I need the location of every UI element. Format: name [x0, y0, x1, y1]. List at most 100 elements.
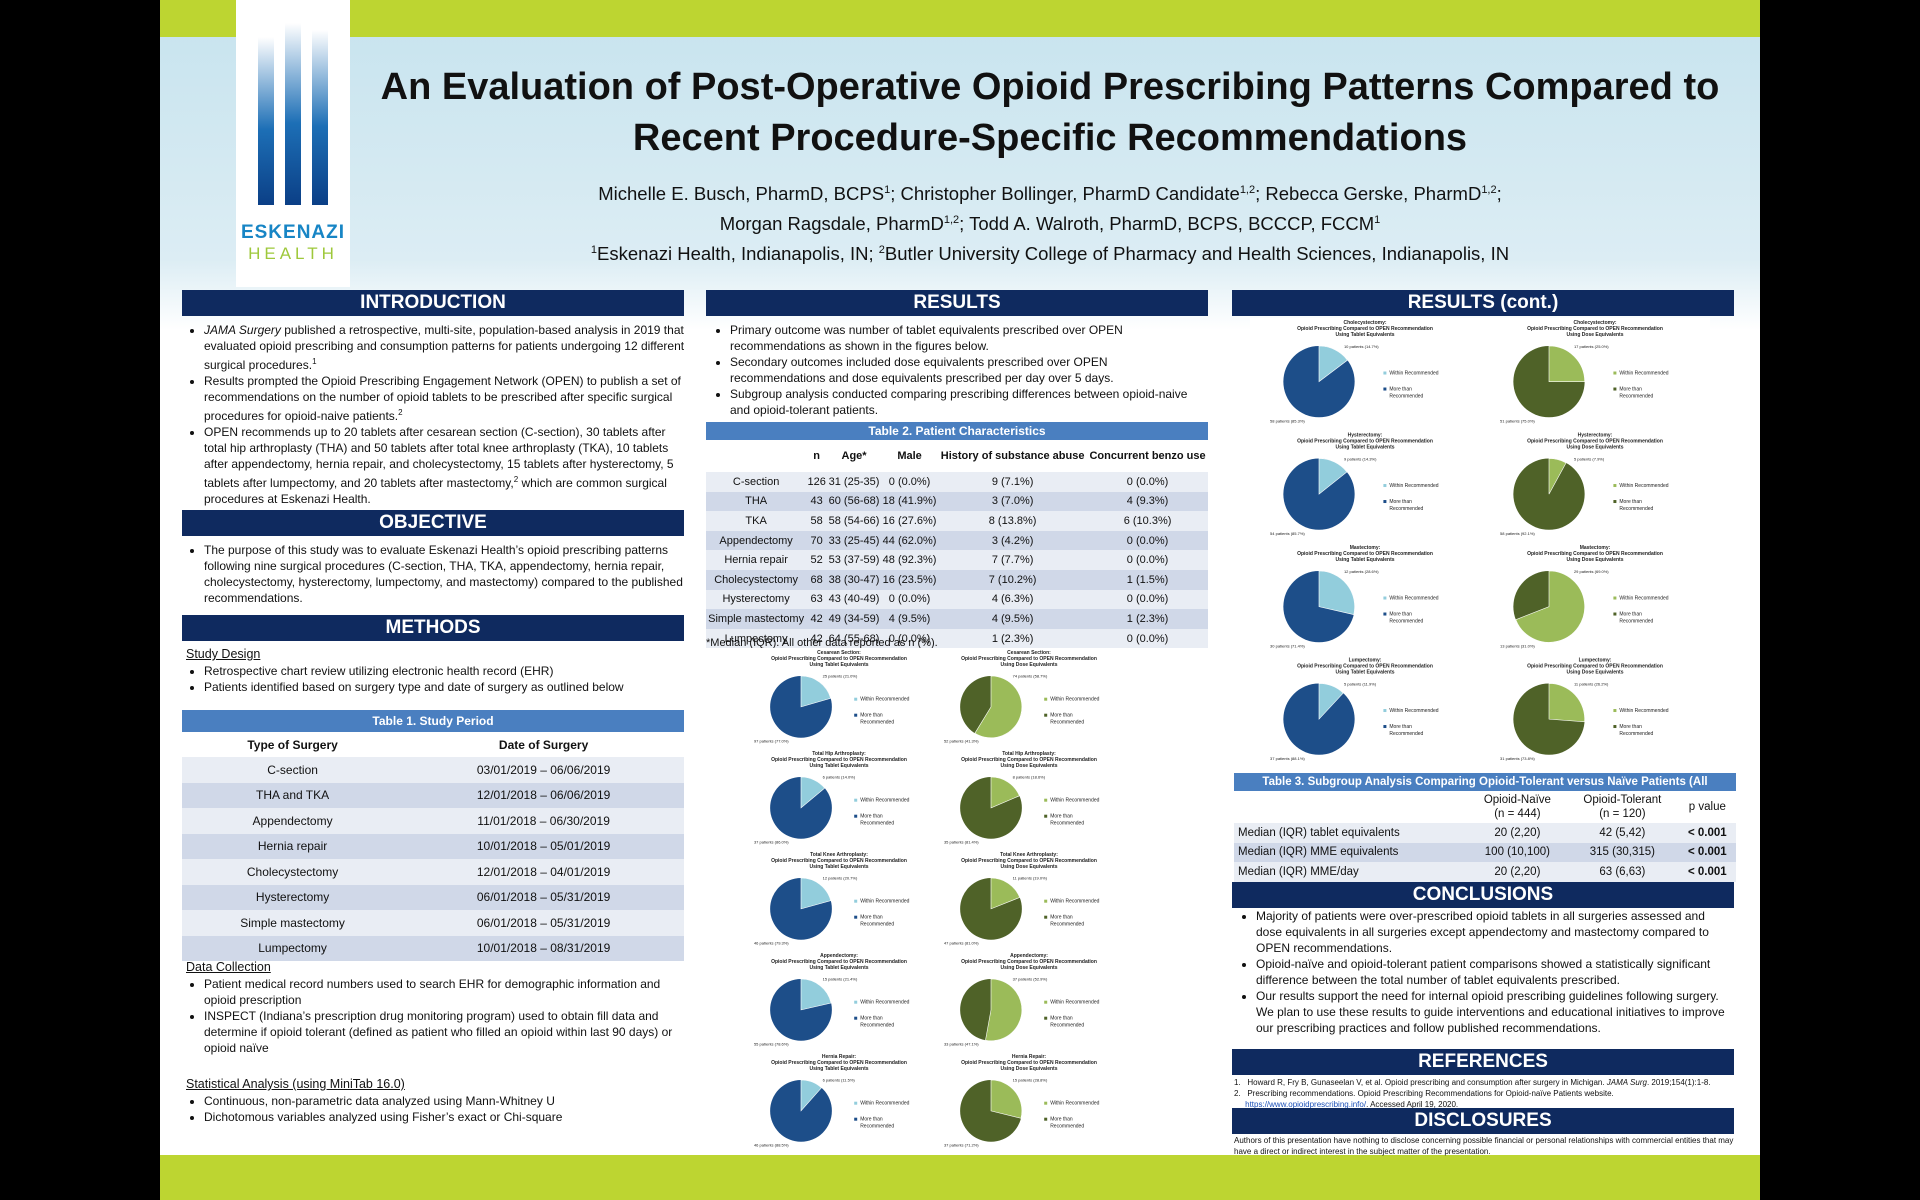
- legend-label: Recommended: [860, 1124, 894, 1130]
- results-bullet: Primary outcome was number of tablet equ…: [730, 322, 1196, 354]
- objective-header: OBJECTIVE: [182, 510, 684, 536]
- table-row: Median (IQR) MME/day 20 (2,20) 63 (6,63) < …: [1234, 862, 1736, 882]
- legend-swatch-within: [1383, 484, 1387, 488]
- pie-title: Total Hip Arthroplasty:: [812, 751, 866, 757]
- pie-title: Opioid Prescribing Compared to OPEN Reco…: [1527, 551, 1663, 557]
- pie-charts-right-column: Cholecystectomy:Opioid Prescribing Compa…: [1270, 320, 1669, 761]
- pie-data-label: 52 patients (41.3%): [944, 739, 979, 744]
- pie-title: Opioid Prescribing Compared to OPEN Reco…: [1527, 326, 1663, 332]
- pie-title: Opioid Prescribing Compared to OPEN Reco…: [1297, 439, 1433, 445]
- results-cont-header: RESULTS (cont.): [1232, 290, 1734, 316]
- legend-swatch-within: [1613, 484, 1617, 488]
- table-row: Lumpectomy 42 64 (55-68) 0 (0.0%) 1 (2.3%) 0 …: [706, 628, 1208, 649]
- pie-title: Appendectomy:: [1010, 953, 1048, 959]
- pie-title: Using Tablet Equivalents: [1335, 557, 1394, 563]
- legend-label: Within Recommended: [1050, 1101, 1099, 1107]
- pie-data-label: 58 patients (92.1%): [1500, 531, 1535, 536]
- poster: ESKENAZI HEALTH An Evaluation of Post-Op…: [160, 0, 1760, 1200]
- legend-swatch-more: [1383, 725, 1387, 729]
- pie-title: Opioid Prescribing Compared to OPEN Reco…: [961, 757, 1097, 763]
- legend-label: More than: [1389, 387, 1412, 393]
- legend-label: Recommended: [1389, 506, 1423, 512]
- legend-label: Recommended: [860, 1023, 894, 1029]
- pie-title: Using Tablet Equivalents: [809, 965, 868, 971]
- pie-grid-results: Cesarean Section: Opioid Prescribing Comp…: [744, 648, 1124, 1153]
- legend-label: More than: [1619, 724, 1642, 730]
- legend-swatch-within: [1613, 371, 1617, 375]
- pie-chart: Hernia Repair:Opioid Prescribing Compare…: [944, 1054, 1100, 1148]
- legend-swatch-within: [1383, 709, 1387, 713]
- pie-title: Cesarean Section:: [817, 650, 861, 656]
- pie-data-label: 17 patients (25.0%): [1574, 344, 1609, 349]
- pie-title: Using Dose Equivalents: [1001, 864, 1058, 870]
- pie-data-label: 54 patients (85.7%): [1270, 531, 1305, 536]
- introduction-text: JAMA Surgery published a retrospective, …: [186, 322, 686, 507]
- pie-data-label: 51 patients (75.0%): [1500, 418, 1535, 423]
- legend-swatch-more: [1383, 500, 1387, 504]
- reference-1: 1. Howard R, Fry B, Gunaseelan V, et al.…: [1234, 1078, 1711, 1087]
- reference-link[interactable]: https://www.opioidprescribing.info/: [1245, 1100, 1367, 1109]
- statistical-analysis-list: Continuous, non-parametric data analyzed…: [186, 1093, 686, 1125]
- objective-bullet: The purpose of this study was to evaluat…: [204, 542, 686, 606]
- legend-swatch-within: [854, 1101, 858, 1105]
- pie-chart: Mastectomy:Opioid Prescribing Compared t…: [1270, 545, 1439, 648]
- pie-title: Cesarean Section:: [1007, 650, 1051, 656]
- pie-title: Opioid Prescribing Compared to OPEN Reco…: [961, 1060, 1097, 1066]
- stats-bullet: Dichotomous variables analyzed using Fis…: [204, 1109, 686, 1125]
- pie-slice-within-recommended: [1515, 570, 1585, 643]
- pie-title: Opioid Prescribing Compared to OPEN Reco…: [1297, 551, 1433, 557]
- legend-label: Within Recommended: [1619, 371, 1668, 377]
- pie-slice-within-recommended: [990, 1079, 1023, 1119]
- table-row: Cholecystectomy 68 38 (30-47) 16 (23.5%) 7 (…: [706, 569, 1208, 590]
- pie-data-label: 12 patients (20.7%): [823, 876, 858, 881]
- pie-title: Using Tablet Equivalents: [809, 864, 868, 870]
- legend-label: Within Recommended: [1389, 708, 1438, 714]
- legend-label: More than: [860, 1117, 883, 1123]
- pie-title: Mastectomy:: [1350, 545, 1381, 551]
- author-block: Michelle E. Busch, PharmD, BCPS1; Christ…: [360, 177, 1740, 267]
- data-collection-title: Data Collection: [186, 960, 271, 974]
- pie-title: Opioid Prescribing Compared to OPEN Reco…: [771, 757, 907, 763]
- legend-swatch-within: [1613, 596, 1617, 600]
- legend-label: Within Recommended: [1389, 371, 1438, 377]
- pie-slice-within-recommended: [974, 675, 1023, 739]
- pie-chart: Appendectomy:Opioid Prescribing Compared…: [944, 953, 1100, 1047]
- table-row: Appendectomy 70 33 (25-45) 44 (62.0%) 3 (4.2…: [706, 530, 1208, 551]
- legend-swatch-more: [1383, 612, 1387, 616]
- pie-data-label: 33 patients (47.1%): [944, 1042, 979, 1047]
- pie-title: Using Dose Equivalents: [1001, 1066, 1058, 1072]
- legend-swatch-more: [1044, 713, 1048, 717]
- legend-label: Recommended: [860, 720, 894, 726]
- pie-data-label: 46 patients (88.5%): [754, 1143, 789, 1148]
- pie-data-label: 35 patients (81.4%): [944, 840, 979, 845]
- legend-label: More than: [860, 713, 883, 719]
- legend-label: Recommended: [1050, 720, 1084, 726]
- legend-swatch-within: [854, 1000, 858, 1004]
- pie-title: Total Knee Arthroplasty:: [1000, 852, 1058, 858]
- pie-title: Opioid Prescribing Compared to OPEN Reco…: [1297, 664, 1433, 670]
- poster-title: An Evaluation of Post-Operative Opioid P…: [360, 62, 1740, 164]
- table-row: Median (IQR) MME equivalents 100 (10,100)…: [1234, 842, 1736, 863]
- pie-slice-within-recommended: [800, 877, 832, 910]
- pie-title: Using Tablet Equivalents: [809, 763, 868, 769]
- pie-grid-results-cont: Cholecystectomy: Opioid Prescribing Compa…: [1250, 318, 1710, 768]
- legend-swatch-more: [1383, 387, 1387, 391]
- legend-label: Recommended: [1050, 821, 1084, 827]
- references-list: 1. Howard R, Fry B, Gunaseelan V, et al.…: [1234, 1077, 1734, 1110]
- table-row: THA and TKA 12/01/2018 – 06/06/2019: [182, 782, 684, 808]
- legend-label: Within Recommended: [860, 899, 909, 905]
- pie-title: Using Dose Equivalents: [1567, 445, 1624, 451]
- legend-swatch-more: [854, 814, 858, 818]
- pie-title: Opioid Prescribing Compared to OPEN Reco…: [1297, 326, 1433, 332]
- pie-data-label: 74 patients (58.7%): [1013, 674, 1048, 679]
- pie-data-label: 37 patients (86.0%): [754, 840, 789, 845]
- conclusion-bullet: Majority of patients were over-prescribe…: [1256, 908, 1732, 956]
- legend-label: Recommended: [1619, 394, 1653, 400]
- legend-swatch-within: [1044, 697, 1048, 701]
- pie-data-label: 30 patients (71.4%): [1270, 643, 1305, 648]
- pie-slice-within-recommended: [1318, 345, 1348, 383]
- pie-data-label: 15 patients (21.4%): [823, 977, 858, 982]
- table-row: Appendectomy 11/01/2018 – 06/30/2019: [182, 808, 684, 834]
- legend-swatch-more: [1044, 915, 1048, 919]
- pie-data-label: 11 patients (19.0%): [1013, 876, 1048, 881]
